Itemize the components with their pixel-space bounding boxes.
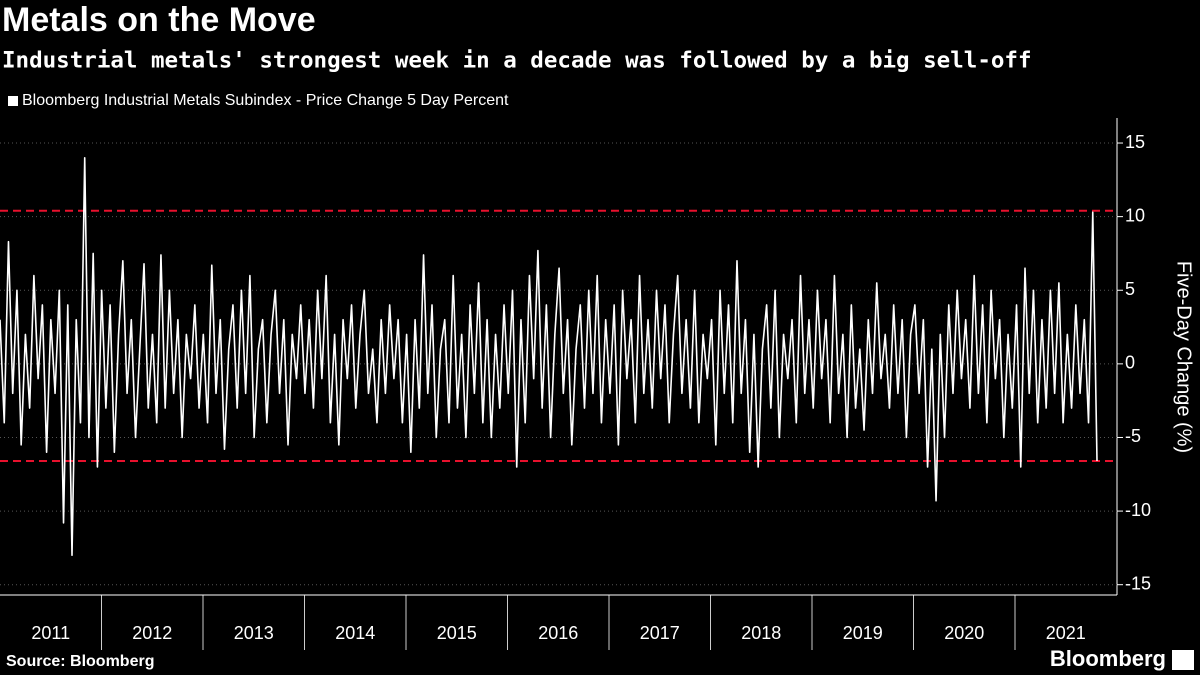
x-tick-label: 2017: [640, 623, 680, 643]
y-tick-label: -5: [1125, 426, 1141, 446]
brand-icon: [1172, 650, 1194, 670]
x-tick-label: 2014: [335, 623, 375, 643]
y-tick-label: 5: [1125, 279, 1135, 299]
y-tick-label: -10: [1125, 500, 1151, 520]
chart-title: Metals on the Move: [2, 1, 316, 39]
y-tick-label: 15: [1125, 132, 1145, 152]
chart-subtitle: Industrial metals' strongest week in a d…: [2, 48, 1032, 74]
x-tick-label: 2018: [741, 623, 781, 643]
x-tick-label: 2016: [538, 623, 578, 643]
x-tick-label: 2021: [1046, 623, 1086, 643]
source: Source: Bloomberg: [6, 653, 154, 670]
y-tick-label: 0: [1125, 353, 1135, 373]
y-tick-label: 10: [1125, 205, 1145, 225]
x-tick-label: 2011: [31, 623, 70, 643]
x-tick-label: 2020: [944, 623, 984, 643]
x-tick-label: 2013: [234, 623, 274, 643]
x-tick-label: 2019: [843, 623, 883, 643]
x-tick-label: 2015: [437, 623, 477, 643]
legend-label: Bloomberg Industrial Metals Subindex - P…: [22, 92, 509, 109]
y-tick-label: -15: [1125, 573, 1151, 593]
data-line: [0, 156, 1098, 557]
y-axis-label: Five-Day Change (%): [1173, 261, 1195, 453]
legend-swatch: [8, 96, 18, 106]
x-tick-label: 2012: [132, 623, 172, 643]
brand: Bloomberg: [1050, 646, 1166, 671]
